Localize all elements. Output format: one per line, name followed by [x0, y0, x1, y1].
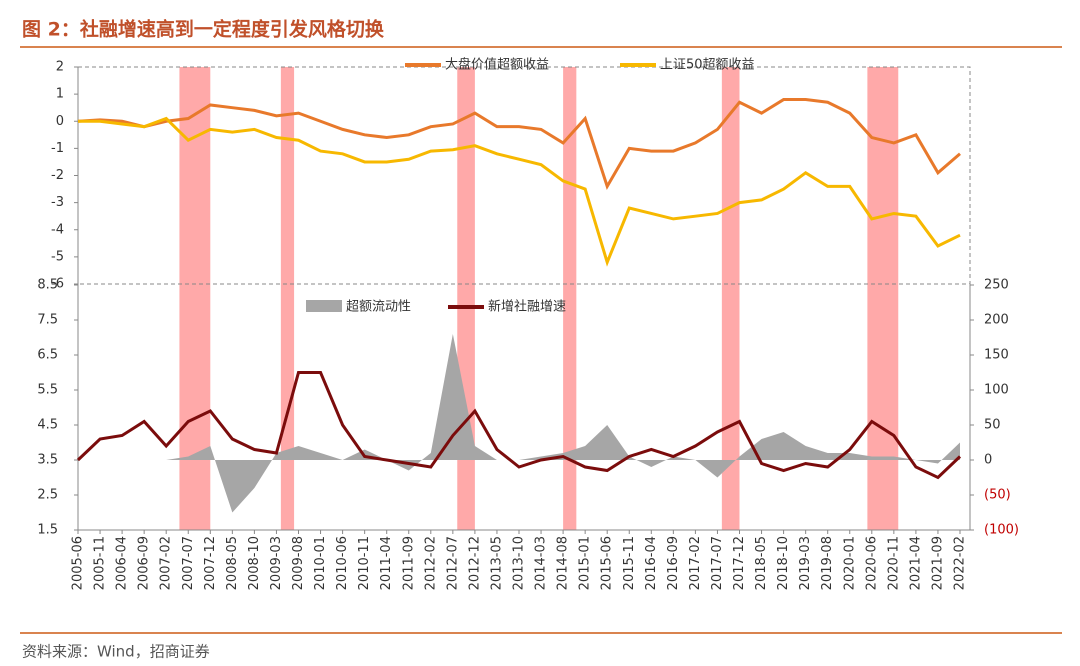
area-series [78, 334, 960, 513]
x-tick-label: 2014-08 [556, 536, 571, 590]
y-tick-label: 8.5 [37, 278, 58, 293]
y-tick-label: 1 [56, 87, 64, 102]
y2-tick-label: 200 [984, 313, 1009, 328]
x-tick-label: 2005-11 [93, 536, 108, 590]
y2-tick-label: 250 [984, 278, 1009, 293]
x-tick-label: 2020-01 [842, 536, 857, 590]
x-tick-label: 2016-04 [644, 536, 659, 590]
y-tick-label: 0 [56, 114, 64, 129]
line-series [78, 116, 961, 267]
x-tick-label: 2017-12 [732, 536, 747, 590]
y-tick-label: 2 [56, 60, 64, 75]
y2-tick-label: 100 [984, 383, 1009, 398]
x-tick-label: 2022-02 [953, 536, 968, 590]
x-tick-label: 2010-06 [335, 536, 350, 590]
y-tick-label: -2 [51, 168, 64, 183]
chart-title: 图 2：社融增速高到一定程度引发风格切换 [22, 18, 385, 41]
y-tick-label: 7.5 [37, 313, 58, 328]
x-tick-label: 2017-02 [688, 536, 703, 590]
x-tick-label: 2013-10 [512, 536, 527, 590]
x-tick-label: 2018-10 [776, 536, 791, 590]
y-tick-label: -6 [51, 277, 64, 292]
y-tick-label: -4 [51, 222, 64, 237]
x-tick-label: 2005-06 [71, 536, 86, 590]
x-tick-label: 2011-04 [379, 536, 394, 590]
legend-swatch [306, 300, 342, 312]
x-tick-label: 2007-12 [203, 536, 218, 590]
line-series [77, 98, 961, 191]
x-tick-label: 2009-08 [291, 536, 306, 590]
y-tick-label: 4.5 [37, 418, 58, 433]
y2-tick-label: (100) [984, 523, 1019, 538]
x-tick-label: 2007-02 [159, 536, 174, 590]
x-tick-label: 2014-03 [534, 536, 549, 590]
x-tick-label: 2019-03 [798, 536, 813, 590]
x-tick-label: 2010-11 [357, 536, 372, 590]
legend-label: 新增社融增速 [488, 299, 566, 315]
x-tick-label: 2012-02 [423, 536, 438, 590]
x-tick-label: 2020-06 [864, 536, 879, 590]
x-tick-label: 2015-06 [600, 536, 615, 590]
y-tick-label: 6.5 [37, 348, 58, 363]
y-tick-label: 3.5 [37, 453, 58, 468]
legend-label: 上证50超额收益 [660, 58, 755, 73]
x-tick-label: 2008-05 [225, 536, 240, 590]
x-tick-label: 2019-08 [820, 536, 835, 590]
y2-tick-label: (50) [984, 488, 1011, 503]
source: 资料来源：Wind，招商证券 [22, 643, 210, 661]
y2-tick-label: 50 [984, 418, 1001, 433]
legend-label: 超额流动性 [346, 300, 411, 315]
y-tick-label: 1.5 [37, 523, 58, 538]
x-tick-label: 2016-09 [666, 536, 681, 590]
y-tick-label: -3 [51, 195, 64, 210]
x-tick-label: 2007-07 [181, 536, 196, 590]
x-tick-label: 2020-11 [886, 536, 901, 590]
x-tick-label: 2015-11 [622, 536, 637, 590]
line-series [76, 371, 962, 480]
x-tick-label: 2006-04 [115, 536, 130, 590]
x-tick-label: 2011-09 [401, 536, 416, 590]
highlight-band [721, 67, 740, 530]
x-tick-label: 2015-01 [578, 536, 593, 590]
x-tick-label: 2009-03 [269, 536, 284, 590]
top-frame [77, 66, 971, 285]
y-tick-label: 2.5 [37, 488, 58, 503]
x-tick-label: 2021-04 [908, 536, 923, 590]
x-tick-label: 2021-09 [930, 536, 945, 590]
x-tick-label: 2012-07 [445, 536, 460, 590]
legend-label: 大盘价值超额收益 [445, 57, 549, 73]
x-tick-label: 2017-07 [710, 536, 725, 590]
highlight-band [280, 67, 295, 530]
x-tick-label: 2018-05 [754, 536, 769, 590]
y-tick-label: 5.5 [37, 383, 58, 398]
y2-tick-label: 0 [984, 453, 992, 468]
x-tick-label: 2008-10 [247, 536, 262, 590]
x-tick-label: 2013-05 [489, 536, 504, 590]
x-tick-label: 2012-12 [467, 536, 482, 590]
y-tick-label: -1 [51, 141, 64, 156]
y2-tick-label: 150 [984, 348, 1009, 363]
x-tick-label: 2010-01 [313, 536, 328, 590]
x-tick-label: 2006-09 [137, 536, 152, 590]
y-tick-label: -5 [51, 249, 64, 264]
highlight-band [457, 67, 475, 530]
